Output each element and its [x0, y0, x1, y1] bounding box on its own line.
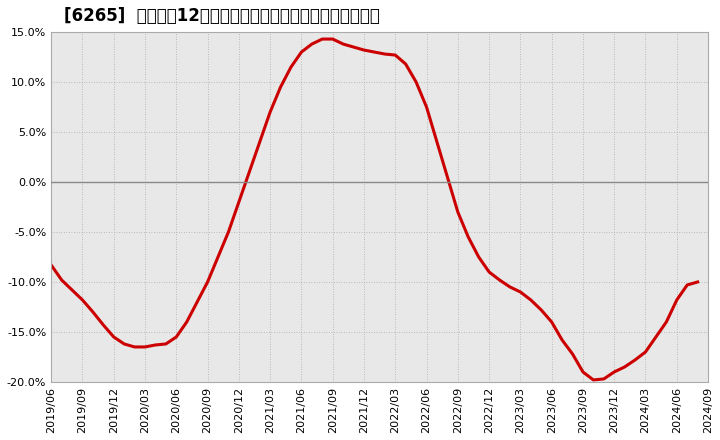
- Text: [6265]  売上高の12か月移動合計の対前年同期増減率の推移: [6265] 売上高の12か月移動合計の対前年同期増減率の推移: [64, 7, 380, 25]
